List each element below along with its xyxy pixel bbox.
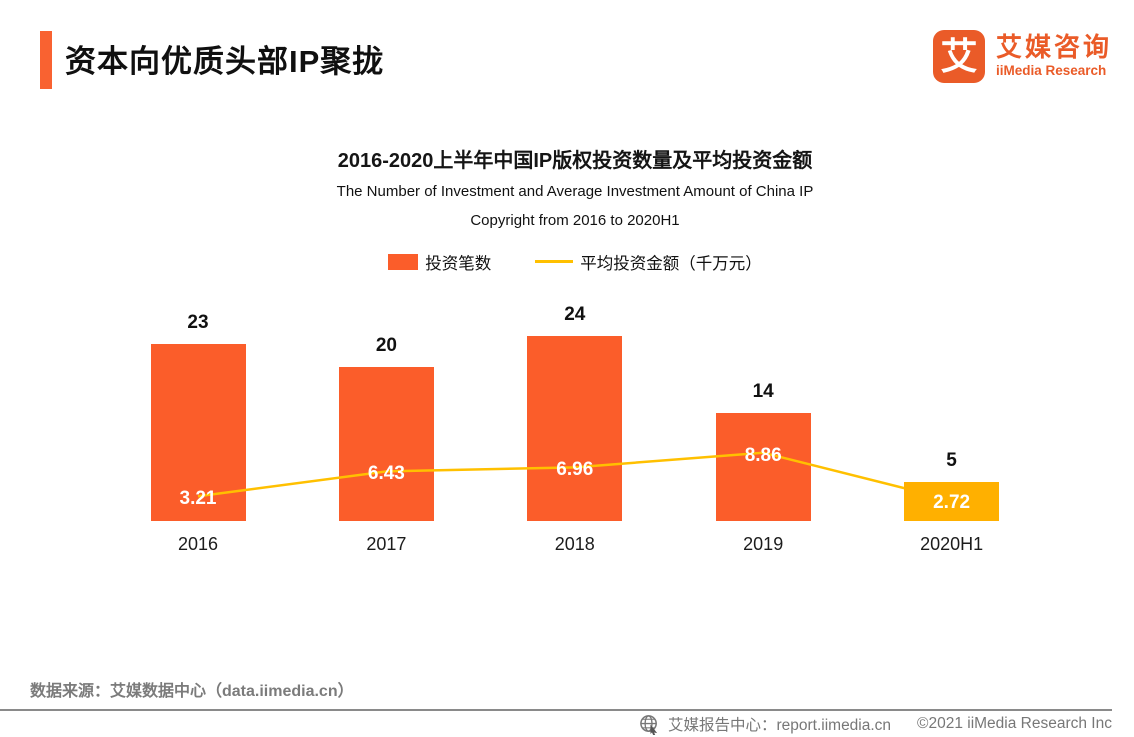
footer-divider [0,709,1112,711]
brand-text: 艾媒咨询 iiMedia Research [996,33,1112,79]
brand-name-en: iiMedia Research [995,63,1107,79]
data-source-note: 数据来源：艾媒数据中心（data.iimedia.cn） [30,683,354,700]
brand-name-cn: 艾媒咨询 [995,32,1112,63]
chart-header: 2016-2020上半年中国IP版权投资数量及平均投资金额 The Number… [16,144,1134,275]
bar-2017 [338,366,434,521]
legend-line-label: 平均投资金额（千万元） [580,254,762,273]
globe-cursor-icon [639,714,660,735]
brand-logo: 艾 艾媒咨询 iiMedia Research [932,30,1112,83]
page-title: 资本向优质头部IP聚拢 [65,44,385,79]
chart-title: 2016-2020上半年中国IP版权投资数量及平均投资金额 [337,150,813,172]
x-axis-label-2016: 2016 [177,534,219,554]
iimedia-logo-icon: 艾 [932,30,985,83]
bar-value-label-2017: 20 [375,334,397,356]
legend-bar-label: 投资笔数 [425,254,492,273]
legend-line-swatch-icon [535,260,574,263]
legend-item-bars: 投资笔数 [388,250,491,274]
bar-2019 [715,413,811,521]
line-value-label-2017: 6.43 [367,463,405,485]
footer-bottom-row: 艾媒报告中心：report.iimedia.cn ©2021 iiMedia R… [639,713,1112,735]
line-value-label-2020H1: 2.72 [933,492,971,514]
report-center-link: 艾媒报告中心：report.iimedia.cn [667,717,892,734]
line-value-label-2018: 6.96 [556,459,594,481]
chart-subtitle-line2: Copyright from 2016 to 2020H1 [470,212,680,230]
x-axis-label-2020H1: 2020H1 [920,534,984,554]
line-value-label-2019: 8.86 [744,444,782,466]
bar-2018 [527,336,623,521]
bar-value-label-2016: 23 [187,311,209,333]
x-axis-label-2019: 2019 [743,534,784,554]
bar-value-label-2020H1: 5 [946,450,957,472]
bar-value-label-2018: 24 [564,304,586,325]
copyright-text: ©2021 iiMedia Research Inc [917,715,1112,732]
line-value-label-2016: 3.21 [179,488,217,510]
chart-legend: 投资笔数 平均投资金额（千万元） [388,250,762,274]
chart-subtitle-line1: The Number of Investment and Average Inv… [336,183,814,200]
legend-item-line: 平均投资金额（千万元） [535,250,762,274]
logo-glyph: 艾 [940,36,978,77]
legend-bar-swatch-icon [388,253,419,270]
title-accent-bar [40,31,52,89]
x-axis-label-2017: 2017 [366,534,407,554]
bar-value-label-2019: 14 [752,381,774,403]
x-axis-label-2018: 2018 [554,534,595,554]
